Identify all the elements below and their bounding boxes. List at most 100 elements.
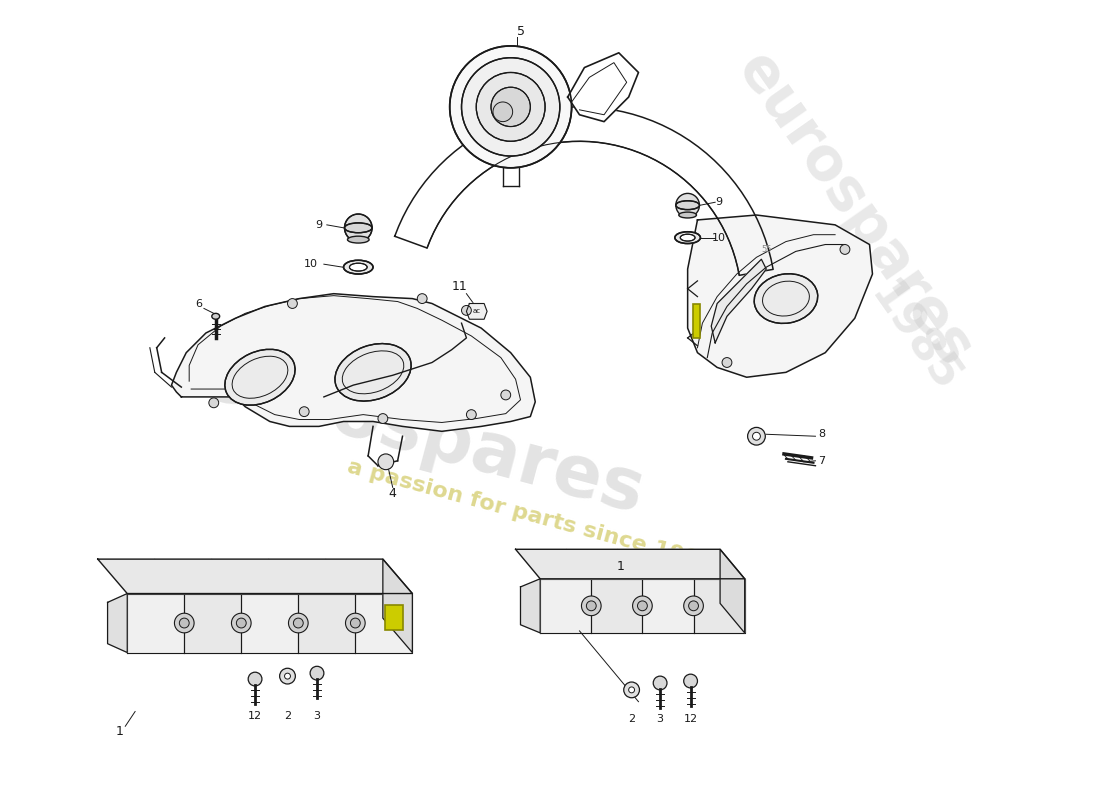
Text: 2: 2 bbox=[628, 714, 635, 724]
Circle shape bbox=[299, 406, 309, 417]
Ellipse shape bbox=[680, 234, 695, 241]
Text: 2: 2 bbox=[284, 711, 292, 722]
Ellipse shape bbox=[344, 223, 372, 233]
Polygon shape bbox=[383, 559, 412, 653]
Text: 11: 11 bbox=[452, 280, 468, 294]
Circle shape bbox=[344, 214, 372, 242]
FancyBboxPatch shape bbox=[385, 606, 403, 630]
Circle shape bbox=[752, 432, 760, 440]
Circle shape bbox=[748, 427, 766, 445]
Polygon shape bbox=[712, 259, 767, 343]
Ellipse shape bbox=[343, 260, 373, 274]
Circle shape bbox=[294, 618, 304, 628]
Ellipse shape bbox=[334, 343, 411, 401]
Polygon shape bbox=[98, 559, 412, 594]
Circle shape bbox=[236, 618, 246, 628]
Circle shape bbox=[500, 390, 510, 400]
Text: ac: ac bbox=[472, 308, 481, 314]
Circle shape bbox=[378, 454, 394, 470]
Polygon shape bbox=[185, 594, 241, 653]
Circle shape bbox=[287, 298, 297, 309]
Text: 55: 55 bbox=[761, 245, 771, 254]
Circle shape bbox=[279, 668, 296, 684]
Circle shape bbox=[684, 596, 703, 616]
Text: 10: 10 bbox=[712, 233, 726, 242]
Circle shape bbox=[586, 601, 596, 610]
Ellipse shape bbox=[679, 212, 696, 218]
Polygon shape bbox=[241, 594, 298, 653]
Text: 1: 1 bbox=[116, 725, 123, 738]
Polygon shape bbox=[466, 303, 487, 319]
Circle shape bbox=[249, 672, 262, 686]
Circle shape bbox=[351, 618, 361, 628]
Polygon shape bbox=[720, 550, 745, 633]
Circle shape bbox=[629, 687, 635, 693]
Ellipse shape bbox=[755, 274, 817, 323]
Circle shape bbox=[684, 674, 697, 688]
Circle shape bbox=[653, 676, 667, 690]
Text: 9: 9 bbox=[715, 198, 723, 207]
Ellipse shape bbox=[224, 350, 295, 405]
Polygon shape bbox=[298, 594, 355, 653]
Circle shape bbox=[288, 614, 308, 633]
Circle shape bbox=[179, 618, 189, 628]
Text: 4: 4 bbox=[388, 486, 397, 500]
Polygon shape bbox=[395, 107, 773, 275]
Circle shape bbox=[491, 87, 530, 126]
Circle shape bbox=[840, 245, 850, 254]
Text: 10: 10 bbox=[304, 259, 318, 269]
Text: 12: 12 bbox=[248, 711, 262, 722]
Circle shape bbox=[632, 596, 652, 616]
Circle shape bbox=[476, 73, 546, 142]
Circle shape bbox=[450, 46, 572, 168]
Polygon shape bbox=[108, 594, 128, 653]
Text: a passion for parts since 1985: a passion for parts since 1985 bbox=[345, 456, 716, 574]
Ellipse shape bbox=[675, 201, 700, 210]
Text: 3: 3 bbox=[657, 714, 663, 724]
Circle shape bbox=[466, 410, 476, 419]
Polygon shape bbox=[516, 550, 745, 578]
Circle shape bbox=[175, 614, 194, 633]
Text: 7: 7 bbox=[817, 456, 825, 466]
Ellipse shape bbox=[675, 232, 701, 243]
FancyBboxPatch shape bbox=[693, 303, 701, 338]
Text: 6: 6 bbox=[196, 299, 202, 310]
Polygon shape bbox=[688, 215, 872, 378]
Text: 8: 8 bbox=[817, 430, 825, 439]
Circle shape bbox=[493, 102, 513, 122]
Text: 5: 5 bbox=[517, 25, 525, 38]
Circle shape bbox=[582, 596, 601, 616]
Circle shape bbox=[462, 306, 471, 315]
Polygon shape bbox=[568, 53, 638, 122]
Ellipse shape bbox=[212, 314, 220, 319]
Text: 1: 1 bbox=[617, 559, 625, 573]
Text: 9: 9 bbox=[316, 220, 322, 230]
Circle shape bbox=[417, 294, 427, 303]
Ellipse shape bbox=[350, 263, 367, 271]
Circle shape bbox=[231, 614, 251, 633]
Circle shape bbox=[638, 601, 647, 610]
Polygon shape bbox=[693, 578, 745, 633]
Polygon shape bbox=[540, 578, 592, 633]
Circle shape bbox=[624, 682, 639, 698]
Polygon shape bbox=[172, 294, 536, 431]
Polygon shape bbox=[520, 578, 540, 633]
Polygon shape bbox=[592, 578, 642, 633]
Ellipse shape bbox=[348, 236, 370, 243]
Text: 1985: 1985 bbox=[860, 275, 967, 401]
Circle shape bbox=[378, 414, 388, 423]
Polygon shape bbox=[128, 594, 185, 653]
Text: eurospares: eurospares bbox=[192, 344, 652, 529]
Circle shape bbox=[722, 358, 732, 367]
Circle shape bbox=[675, 194, 700, 217]
Polygon shape bbox=[355, 594, 412, 653]
Circle shape bbox=[345, 614, 365, 633]
Text: eurospares: eurospares bbox=[726, 42, 983, 378]
Circle shape bbox=[285, 673, 290, 679]
Text: 3: 3 bbox=[314, 711, 320, 722]
Circle shape bbox=[310, 666, 323, 680]
Polygon shape bbox=[642, 578, 693, 633]
Circle shape bbox=[462, 58, 560, 156]
Circle shape bbox=[689, 601, 698, 610]
Circle shape bbox=[209, 398, 219, 408]
